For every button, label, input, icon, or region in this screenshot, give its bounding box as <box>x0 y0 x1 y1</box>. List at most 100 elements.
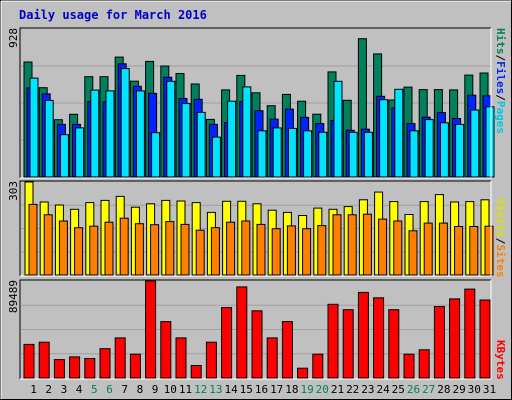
bar-kbytes-day-4 <box>69 356 81 379</box>
x-tick-label-day-27: 27 <box>422 383 435 396</box>
bar-sites-day-22 <box>347 214 357 276</box>
bar-kbytes-day-6 <box>99 348 111 379</box>
bar-sites-day-30 <box>469 226 479 276</box>
bar-kbytes-day-10 <box>160 321 172 379</box>
x-tick-label-day-6: 6 <box>106 383 113 396</box>
bar-sites-day-10 <box>165 221 175 276</box>
x-tick-label-day-1: 1 <box>30 383 37 396</box>
bar-sites-day-26 <box>408 230 418 276</box>
bar-pages-day-27 <box>424 119 434 178</box>
bar-sites-day-8 <box>134 223 144 276</box>
bar-sites-day-31 <box>484 225 494 276</box>
x-tick-label-day-17: 17 <box>270 383 283 396</box>
x-tick-label-day-7: 7 <box>121 383 128 396</box>
bar-sites-day-13 <box>210 227 220 276</box>
x-tick-label-day-11: 11 <box>179 383 192 396</box>
bar-kbytes-day-21 <box>327 303 339 379</box>
bar-kbytes-day-24 <box>373 297 385 379</box>
bar-sites-day-7 <box>119 217 129 276</box>
bar-pages-day-26 <box>409 130 419 178</box>
bar-kbytes-day-22 <box>342 309 354 379</box>
panel-borders <box>19 27 492 380</box>
hits-max-label: 928 <box>7 28 20 48</box>
bar-pages-day-12 <box>196 111 206 178</box>
x-tick-label-day-31: 31 <box>483 383 496 396</box>
bar-pages-day-18 <box>287 127 297 178</box>
bar-sites-day-15 <box>241 220 251 276</box>
bar-pages-day-8 <box>135 90 145 178</box>
bar-pages-day-4 <box>75 127 85 178</box>
x-tick-label-day-9: 9 <box>152 383 159 396</box>
bar-pages-day-24 <box>379 99 389 178</box>
legend-hits: Hits <box>494 28 507 55</box>
legend-visits-sites: Visits/Sites <box>494 198 507 278</box>
x-tick-label-day-22: 22 <box>346 383 359 396</box>
x-tick-label-day-20: 20 <box>316 383 329 396</box>
x-tick-label-day-24: 24 <box>376 383 390 396</box>
bar-kbytes-day-9 <box>145 280 157 379</box>
bar-kbytes-day-25 <box>388 309 400 379</box>
bar-sites-day-12 <box>195 229 205 276</box>
bar-pages-day-10 <box>166 80 176 178</box>
bars-layer <box>23 38 495 379</box>
x-axis-labels: 1 2 3 4 5 6 7 8 9 10 11 12 13 14 15 16 17 18 19 20 21 22 23 24 2… <box>30 383 496 396</box>
bar-sites-day-11 <box>180 223 190 276</box>
bar-sites-day-1 <box>28 203 38 276</box>
legend-sites: Sites <box>494 244 507 277</box>
bar-kbytes-day-18 <box>281 321 293 379</box>
x-tick-label-day-4: 4 <box>76 383 83 396</box>
bar-sites-day-21 <box>332 214 342 276</box>
legend-hits-files-pages: Hits/Files/Pages <box>494 28 507 134</box>
bar-kbytes-day-2 <box>38 341 50 379</box>
bar-kbytes-day-27 <box>418 349 430 379</box>
kbytes-max-label: 89489 <box>7 280 20 313</box>
bar-kbytes-day-15 <box>236 286 248 379</box>
bar-sites-day-19 <box>302 228 312 276</box>
bar-pages-day-5 <box>90 89 100 178</box>
bar-pages-day-1 <box>29 77 39 178</box>
legend-sep-3: / <box>494 238 507 245</box>
x-tick-label-day-15: 15 <box>240 383 253 396</box>
bar-pages-day-29 <box>455 123 465 178</box>
bar-pages-day-7 <box>120 68 130 178</box>
x-tick-label-day-28: 28 <box>437 383 450 396</box>
bar-sites-day-2 <box>43 214 53 276</box>
legend-sep-2: / <box>494 94 507 101</box>
bar-kbytes-day-26 <box>403 353 415 379</box>
legend-files: Files <box>494 61 507 94</box>
bar-sites-day-20 <box>317 225 327 276</box>
bar-sites-day-4 <box>74 227 84 276</box>
legend-pages: Pages <box>494 101 507 134</box>
legend-sep-1: / <box>494 55 507 62</box>
x-tick-label-day-14: 14 <box>224 383 238 396</box>
bar-pages-day-6 <box>105 90 115 178</box>
bar-kbytes-day-17 <box>266 337 278 379</box>
x-tick-label-day-13: 13 <box>209 383 222 396</box>
x-tick-label-day-18: 18 <box>285 383 298 396</box>
bar-pages-day-25 <box>394 88 404 178</box>
bar-kbytes-day-16 <box>251 310 263 379</box>
bar-kbytes-day-12 <box>190 365 202 379</box>
bar-sites-day-23 <box>362 213 372 276</box>
bar-kbytes-day-30 <box>464 288 476 379</box>
bar-kbytes-day-19 <box>297 367 309 379</box>
bar-kbytes-day-28 <box>433 306 445 379</box>
bar-sites-day-14 <box>226 221 236 276</box>
x-tick-label-day-19: 19 <box>300 383 313 396</box>
bar-sites-day-24 <box>378 218 388 276</box>
x-tick-label-day-10: 10 <box>164 383 177 396</box>
bar-pages-day-19 <box>303 130 313 178</box>
x-tick-label-day-21: 21 <box>331 383 344 396</box>
bar-kbytes-day-1 <box>23 343 35 379</box>
bar-kbytes-day-8 <box>129 353 141 379</box>
bar-sites-day-27 <box>423 222 433 276</box>
bar-kbytes-day-11 <box>175 337 187 379</box>
bar-sites-day-16 <box>256 223 266 276</box>
bar-kbytes-day-3 <box>53 359 65 379</box>
bar-kbytes-day-29 <box>449 298 461 379</box>
bar-sites-day-28 <box>438 222 448 276</box>
bar-pages-day-31 <box>485 106 495 178</box>
bar-pages-day-3 <box>59 134 69 178</box>
x-tick-label-day-25: 25 <box>392 383 405 396</box>
bar-sites-day-18 <box>286 225 296 276</box>
